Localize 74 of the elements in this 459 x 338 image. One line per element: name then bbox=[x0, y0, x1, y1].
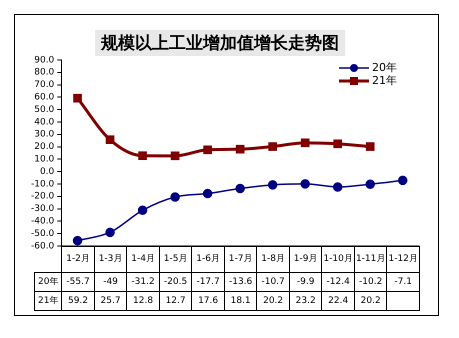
data-label: 17.6 bbox=[192, 292, 224, 310]
y-tick-label: -60.0 bbox=[30, 241, 55, 252]
point bbox=[235, 184, 245, 194]
data-label: 59.2 bbox=[62, 292, 94, 310]
data-label: 18.1 bbox=[224, 292, 257, 310]
point bbox=[332, 182, 342, 192]
y-tick-label: 0.0 bbox=[40, 166, 55, 177]
y-tick-label: 50.0 bbox=[34, 104, 55, 115]
text: 21年 bbox=[38, 296, 58, 306]
point bbox=[300, 179, 310, 189]
point bbox=[138, 151, 147, 160]
data-label: -7.1 bbox=[386, 272, 420, 292]
point bbox=[366, 142, 375, 151]
x-tick-label: 1-6月 bbox=[192, 246, 224, 272]
y-tick-label: 10.0 bbox=[34, 154, 55, 165]
point bbox=[170, 192, 180, 202]
y-tick-label: 60.0 bbox=[34, 92, 55, 103]
data-label: 20.2 bbox=[256, 292, 290, 310]
x-tick-label: 1-7月 bbox=[224, 246, 257, 272]
data-label: -49 bbox=[94, 272, 127, 292]
legend-label: 20年 bbox=[372, 60, 397, 74]
y-tick-label: 30.0 bbox=[34, 130, 55, 140]
y-tick-label: 90.0 bbox=[34, 55, 55, 66]
data-label: 25.7 bbox=[94, 292, 127, 310]
y-tick-label: -10.0 bbox=[30, 179, 55, 190]
point bbox=[398, 176, 408, 186]
y-tick-label: 40.0 bbox=[34, 117, 55, 128]
x-tick-label: 1-3月 bbox=[94, 246, 127, 272]
data-label: -20.5 bbox=[159, 272, 192, 292]
x-tick-label: 1-10月 bbox=[322, 246, 354, 272]
y-tick-label: 80.0 bbox=[34, 68, 55, 78]
data-label: 23.2 bbox=[289, 292, 322, 310]
data-label: 12.8 bbox=[126, 292, 160, 310]
x-tick-label: 1-2月 bbox=[62, 246, 94, 272]
x-tick-label: 1-5月 bbox=[159, 246, 192, 272]
x-tick-label: 1-11月 bbox=[354, 246, 387, 272]
x-tick-label: 1-4月 bbox=[126, 246, 160, 272]
data-label: -31.2 bbox=[126, 272, 160, 292]
point bbox=[72, 236, 82, 246]
chart-title: 规模以上工业增加值增长走势图 bbox=[100, 33, 340, 54]
data-label: -13.6 bbox=[224, 272, 257, 292]
point bbox=[73, 94, 82, 103]
y-tick-label: -40.0 bbox=[30, 216, 55, 227]
point bbox=[365, 180, 375, 189]
x-tick-label: 1-9月 bbox=[289, 246, 322, 272]
point bbox=[106, 135, 114, 144]
point bbox=[300, 138, 310, 148]
data-label: 20.2 bbox=[354, 292, 387, 310]
y-tick-label: 20.0 bbox=[34, 142, 55, 152]
point bbox=[236, 144, 244, 154]
x-tick-label: 1-12月 bbox=[386, 246, 420, 272]
point bbox=[202, 188, 212, 198]
data-label: -12.4 bbox=[322, 272, 354, 292]
y-tick-label: 70.0 bbox=[34, 80, 55, 90]
data-label: -10.2 bbox=[354, 272, 387, 292]
data-label: -55.7 bbox=[62, 272, 94, 292]
data-label: -10.7 bbox=[256, 272, 290, 292]
data-label: -9.9 bbox=[289, 272, 322, 292]
data-label: -17.7 bbox=[192, 272, 224, 292]
data-label: 22.4 bbox=[322, 292, 354, 310]
point bbox=[138, 206, 148, 216]
y-tick-label: -30.0 bbox=[30, 204, 55, 214]
y-tick-label: -50.0 bbox=[30, 228, 55, 239]
legend-label: 21年 bbox=[372, 74, 397, 87]
y-tick-label: -20.0 bbox=[30, 192, 55, 202]
point bbox=[170, 152, 180, 160]
point bbox=[268, 142, 277, 151]
data-label: 12.7 bbox=[159, 292, 192, 310]
point bbox=[105, 228, 115, 238]
x-tick-label: 1-8月 bbox=[256, 246, 290, 272]
point bbox=[333, 139, 342, 148]
point bbox=[268, 180, 278, 190]
text: 20年 bbox=[38, 276, 58, 286]
point bbox=[203, 145, 212, 154]
